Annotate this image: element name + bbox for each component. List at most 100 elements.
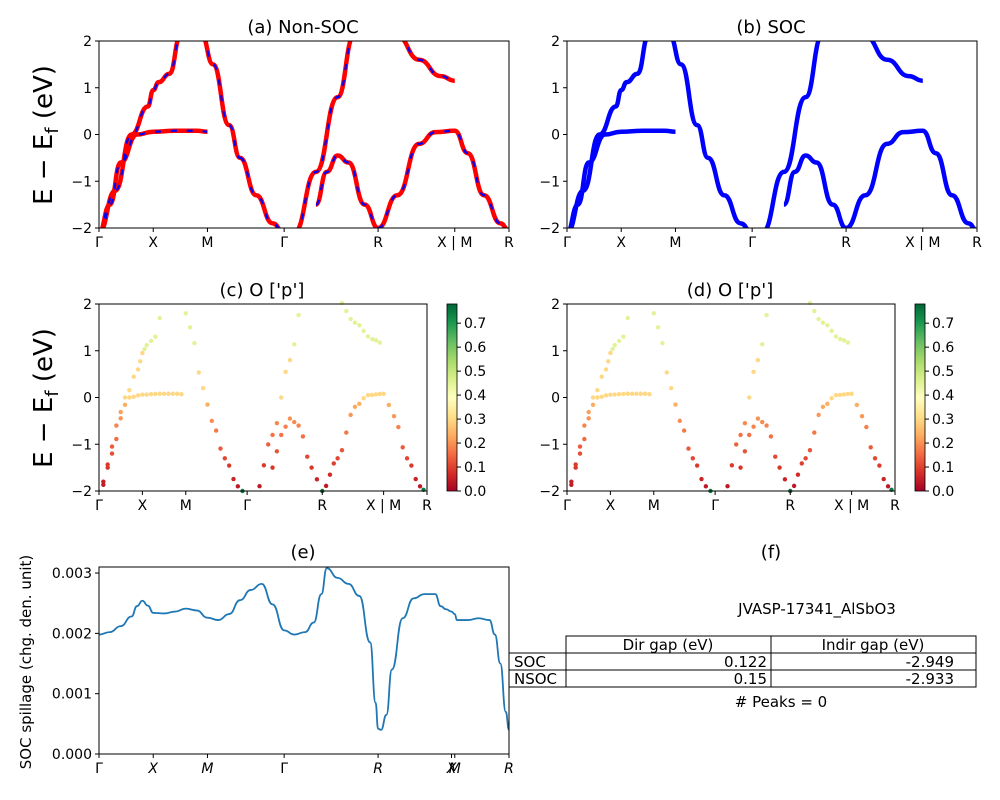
y-tick-label: 2 [551, 297, 560, 313]
x-tick-label: Γ [748, 235, 756, 251]
projection-point [617, 392, 621, 396]
projection-point [162, 392, 166, 396]
projection-point [149, 339, 153, 343]
projection-point [270, 465, 274, 469]
projection-point [305, 455, 309, 459]
x-tick-label: Γ [280, 761, 288, 777]
projection-point [153, 392, 157, 396]
band-line [708, 158, 752, 233]
projection-point [145, 392, 149, 396]
projection-point [197, 370, 201, 374]
projection-point [396, 425, 400, 429]
ylabel-band-top: E − Ef (eV) [29, 65, 63, 205]
projection-point [626, 392, 630, 396]
projection-point [606, 359, 610, 363]
projection-point [409, 463, 413, 467]
x-tick-label: M [201, 235, 213, 251]
projection-point [275, 421, 279, 425]
projection-point [760, 420, 764, 424]
x-tick-label: X | M [905, 235, 940, 251]
projection-point [643, 392, 647, 396]
projection-point [110, 451, 114, 455]
projection-point [773, 455, 777, 459]
projection-point [678, 419, 682, 423]
y-tick-label: −1 [539, 437, 560, 453]
projection-point [328, 472, 332, 476]
projection-point [660, 341, 664, 345]
band-line [567, 131, 675, 233]
projection-point [756, 358, 760, 362]
projection-point [777, 465, 781, 469]
x-tick-label: X [148, 235, 158, 251]
projection-point [292, 420, 296, 424]
projection-point [591, 403, 595, 407]
projection-point [621, 335, 625, 339]
colorbar-tick-label: 0.2 [932, 436, 954, 452]
panel-c-projected-bands: −2−1012Γ X M Γ R X | MR [71, 297, 432, 514]
colorbar-tick-label: 0.5 [464, 364, 486, 380]
band-line [784, 156, 846, 228]
projection-point [838, 393, 842, 397]
projection-point [283, 370, 287, 374]
table-header-dir: Dir gap (eV) [623, 636, 714, 654]
projection-point [340, 301, 344, 305]
projection-point [418, 484, 422, 488]
projection-point [800, 461, 804, 465]
x-tick-label: X | M [366, 498, 401, 514]
projection-point [595, 388, 599, 392]
projection-point [846, 392, 850, 396]
projection-point [188, 325, 192, 329]
projection-point [357, 402, 361, 406]
projection-point [353, 405, 357, 409]
projection-point [361, 329, 365, 333]
y-tick-label: 0 [83, 128, 92, 144]
x-tick-label: Γ [95, 235, 103, 251]
x-tick-label: R [504, 235, 514, 251]
projection-point [205, 402, 209, 406]
x-tick-label: X [606, 498, 616, 514]
projection-point [673, 402, 677, 406]
y-tick-label: 2 [83, 34, 92, 50]
y-tick-label: 0 [551, 128, 560, 144]
projection-point [361, 396, 365, 400]
projection-point [114, 437, 118, 441]
projection-point [821, 405, 825, 409]
projection-point [262, 463, 266, 467]
x-tick-label: X | M [437, 235, 472, 251]
colorbar-tick-label: 0.4 [932, 388, 954, 404]
projection-point [621, 392, 625, 396]
projection-point [738, 465, 742, 469]
projection-point [764, 423, 768, 427]
projection-point [816, 413, 820, 417]
material-name: JVASP-17341_AlSbO3 [737, 600, 896, 619]
projection-point [582, 437, 586, 441]
x-tick-label: X [138, 498, 148, 514]
table-cell: -2.949 [906, 653, 954, 671]
peaks-count: # Peaks = 0 [735, 693, 827, 711]
projection-point [743, 421, 747, 425]
projection-point [608, 351, 612, 355]
projection-point [846, 340, 850, 344]
x-tick-label: R [841, 235, 851, 251]
projection-point [374, 338, 378, 342]
projection-point [292, 342, 296, 346]
projection-point [266, 442, 270, 446]
projection-point [613, 343, 617, 347]
projection-point [192, 341, 196, 345]
projection-point [138, 359, 142, 363]
projection-point [600, 395, 604, 399]
y-tick-label: 2 [83, 297, 92, 313]
y-tick-label: −1 [71, 437, 92, 453]
projection-point [283, 425, 287, 429]
projection-point [613, 392, 617, 396]
projection-point [769, 434, 773, 438]
projection-point [166, 392, 170, 396]
band-line [378, 131, 509, 231]
projection-point [610, 347, 614, 351]
projection-point [378, 340, 382, 344]
axes-frame [567, 304, 895, 491]
projection-point [808, 301, 812, 305]
projection-point [573, 462, 577, 466]
projection-point [604, 393, 608, 397]
projection-point [639, 392, 643, 396]
